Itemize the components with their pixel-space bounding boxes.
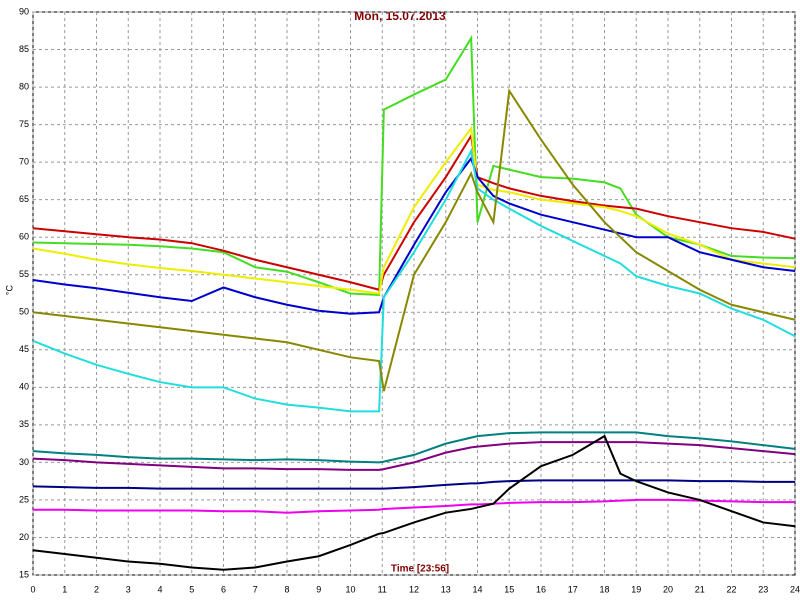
series-line — [32, 434, 796, 571]
x-tick-label: 3 — [126, 584, 131, 594]
series-line — [32, 125, 796, 295]
y-tick-label: 90 — [19, 6, 29, 16]
chart-title: Mon, 15.07.2013 — [354, 9, 446, 23]
y-tick-label: 50 — [19, 307, 29, 317]
series-line — [32, 87, 796, 392]
x-tick-label: 22 — [726, 584, 736, 594]
y-tick-label: 70 — [19, 157, 29, 167]
x-tick-label: 15 — [504, 584, 514, 594]
y-tick-label: 30 — [19, 457, 29, 467]
x-tick-label: 10 — [345, 584, 355, 594]
x-tick-label: 17 — [568, 584, 578, 594]
series-line — [32, 431, 796, 464]
x-tick-label: 2 — [94, 584, 99, 594]
y-tick-label: 40 — [19, 382, 29, 392]
x-tick-label: 6 — [221, 584, 226, 594]
x-tick-label: 4 — [157, 584, 162, 594]
series-line — [32, 147, 796, 413]
y-tick-label: 55 — [19, 269, 29, 279]
x-tick-label: 7 — [253, 584, 258, 594]
series-line — [32, 479, 795, 490]
x-tick-label: 23 — [758, 584, 768, 594]
x-tick-label: 1 — [62, 584, 67, 594]
y-tick-label: 35 — [19, 419, 29, 429]
x-tick-label: 8 — [284, 584, 289, 594]
x-tick-label: 0 — [30, 584, 35, 594]
x-tick-label: 5 — [189, 584, 194, 594]
series-line — [32, 133, 796, 291]
y-tick-label: 60 — [19, 232, 29, 242]
x-tick-label: 18 — [599, 584, 609, 594]
series-line — [32, 441, 796, 471]
y-axis-label: °C — [4, 284, 14, 295]
x-tick-label: 9 — [316, 584, 321, 594]
x-tick-label: 11 — [378, 584, 387, 594]
x-axis-label: Time [23:56] — [391, 564, 449, 575]
x-tick-label: 12 — [409, 584, 419, 594]
series-line — [32, 156, 796, 315]
y-tick-label: 85 — [19, 44, 29, 54]
y-tick-label: 15 — [19, 569, 29, 579]
y-tick-label: 45 — [19, 344, 29, 354]
y-tick-label: 20 — [19, 532, 29, 542]
x-tick-label: 19 — [631, 584, 641, 594]
y-tick-label: 75 — [19, 119, 29, 129]
y-tick-label: 65 — [19, 194, 29, 204]
x-tick-label: 21 — [695, 584, 705, 594]
x-tick-label: 13 — [441, 584, 451, 594]
x-tick-label: 20 — [663, 584, 673, 594]
y-tick-label: 80 — [19, 81, 29, 91]
series-line — [33, 498, 795, 514]
y-tick-label: 25 — [19, 494, 29, 504]
x-tick-label: 14 — [472, 584, 482, 594]
x-tick-label: 16 — [536, 584, 546, 594]
x-tick-label: 24 — [790, 584, 800, 594]
